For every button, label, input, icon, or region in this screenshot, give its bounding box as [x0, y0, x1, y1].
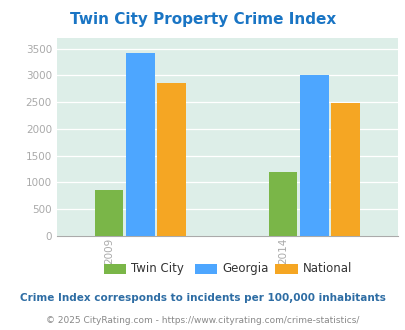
Text: Crime Index corresponds to incidents per 100,000 inhabitants: Crime Index corresponds to incidents per… [20, 293, 385, 303]
Text: Georgia: Georgia [222, 262, 268, 276]
Bar [157, 83, 185, 236]
Bar [268, 172, 297, 236]
Bar [299, 75, 328, 236]
Text: Twin City Property Crime Index: Twin City Property Crime Index [70, 12, 335, 26]
Text: National: National [302, 262, 351, 276]
Bar [94, 190, 123, 236]
Text: Twin City: Twin City [131, 262, 183, 276]
Bar [330, 103, 359, 236]
Bar [126, 53, 154, 236]
Text: © 2025 CityRating.com - https://www.cityrating.com/crime-statistics/: © 2025 CityRating.com - https://www.city… [46, 315, 359, 325]
